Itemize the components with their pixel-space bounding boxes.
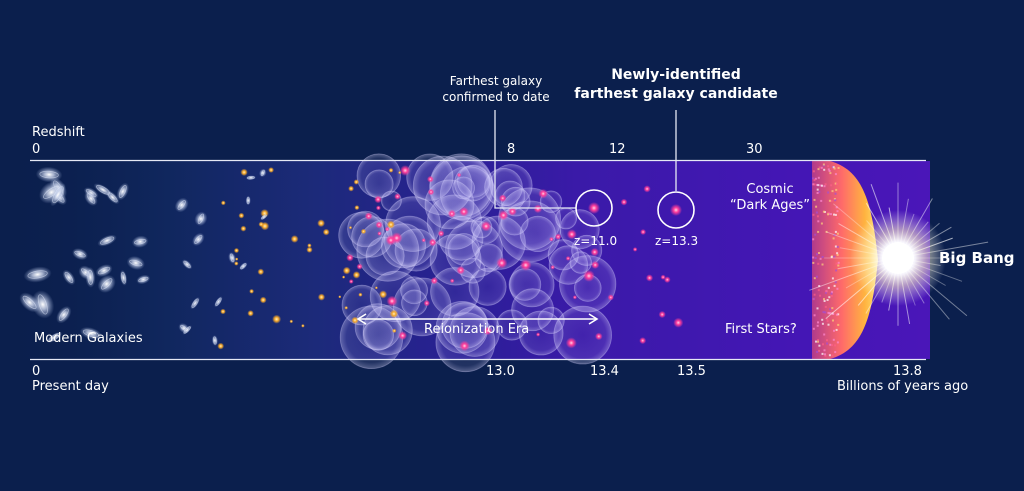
double-headed-arrow-icon [356, 313, 599, 325]
present-day-label: Present day [32, 379, 109, 394]
billions-of-years-ago-label: Billions of years ago [837, 379, 969, 394]
time-tick-0: 0 [32, 364, 41, 379]
candidate-galaxy-ring [657, 191, 695, 229]
redshift-tick-8: 8 [507, 142, 516, 157]
candidate-galaxy-label-line1: Newly-identified [611, 67, 741, 83]
redshift-axis-title: Redshift [32, 125, 85, 140]
candidate-galaxy-redshift: z=13.3 [655, 234, 699, 248]
big-bang-label: Big Bang [939, 249, 1015, 267]
time-tick-13-5: 13.5 [677, 364, 706, 379]
dark-ages-label-line2: “Dark Ages” [730, 198, 810, 213]
time-tick-13-0: 13.0 [486, 364, 515, 379]
confirmed-galaxy-label-line2: confirmed to date [442, 90, 550, 104]
cosmic-background-wall [812, 161, 878, 359]
confirmed-galaxy-label-line1: Farthest galaxy [449, 74, 543, 88]
redshift-tick-0: 0 [32, 142, 41, 157]
time-tick-13-8: 13.8 [893, 364, 922, 379]
dark-ages-label-line1: Cosmic [746, 182, 794, 197]
candidate-galaxy-label-line2: farthest galaxy candidate [574, 86, 778, 102]
modern-galaxies-label: Modern Galaxies [34, 331, 143, 346]
candidate-galaxy-label: Newly-identified farthest galaxy candida… [566, 66, 786, 104]
time-tick-13-4: 13.4 [590, 364, 619, 379]
big-bang-flash-icon [809, 182, 989, 326]
redshift-tick-12: 12 [609, 142, 626, 157]
first-stars-label: First Stars? [725, 322, 797, 337]
dark-ages-label: Cosmic “Dark Ages” [720, 182, 820, 214]
confirmed-galaxy-label: Farthest galaxy confirmed to date [436, 73, 556, 105]
confirmed-galaxy-ring [575, 189, 613, 227]
protogalaxy-dot-icon [217, 165, 684, 352]
reionization-era-label: Reionization Era [424, 322, 530, 337]
redshift-tick-30: 30 [746, 142, 763, 157]
confirmed-galaxy-leader-line [494, 110, 576, 209]
confirmed-galaxy-redshift: z=11.0 [574, 234, 618, 248]
spiral-galaxy-icon [19, 166, 268, 346]
cosmic-background-texture [812, 163, 840, 357]
